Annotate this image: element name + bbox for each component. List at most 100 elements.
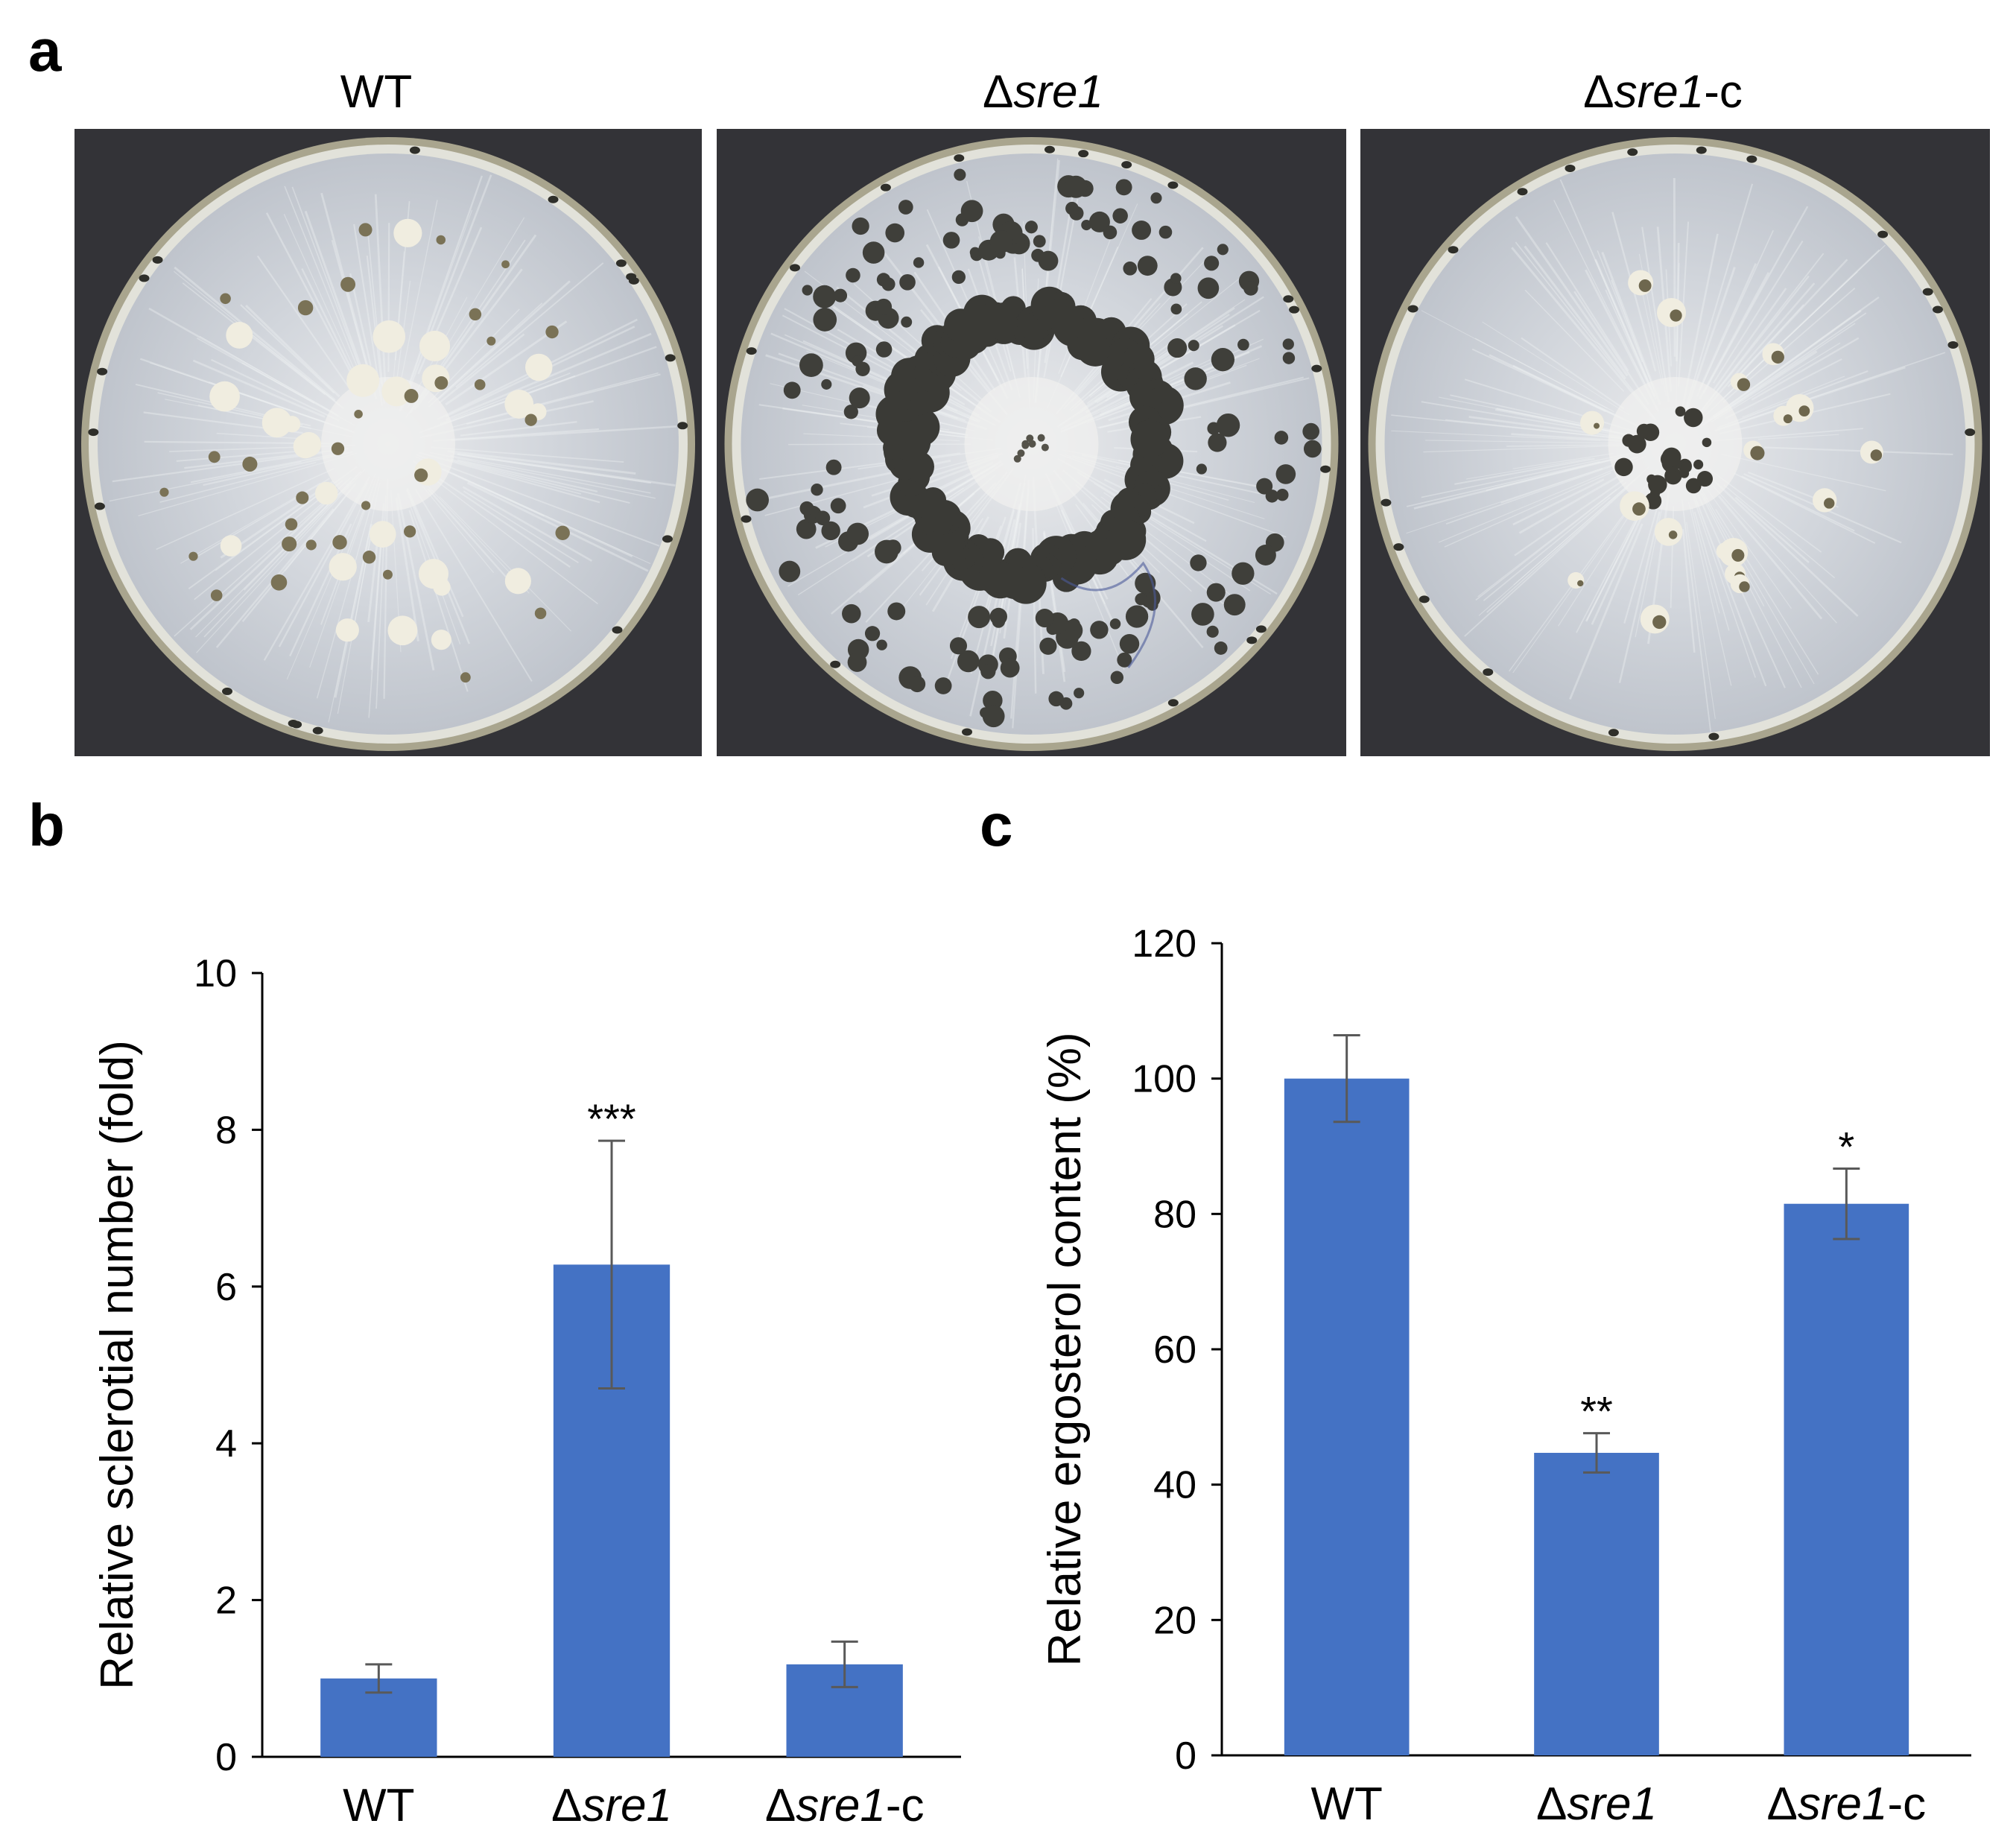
sclerotium (813, 285, 837, 308)
y-tick-label: 6 (215, 1266, 237, 1309)
sclerotium (404, 389, 419, 403)
sclerotium (387, 615, 418, 646)
sclerotium (1206, 583, 1226, 602)
sclerotium (335, 618, 359, 642)
sclerotium (434, 376, 448, 390)
sclerotium (381, 376, 412, 407)
plate-photo-complement (1360, 129, 1990, 756)
sclerotium (1110, 671, 1124, 684)
sclerotium (833, 288, 848, 302)
sclerotium (419, 330, 451, 362)
sclerotium (982, 705, 1005, 728)
sclerotium (331, 442, 345, 455)
sclerotium (887, 602, 906, 621)
sclerotium (296, 491, 309, 504)
sclerotium (1090, 621, 1109, 639)
sclerotium (876, 639, 887, 650)
sclerotium (1103, 225, 1118, 240)
plate-photo-mutant (717, 129, 1346, 756)
sclerotium (474, 379, 486, 390)
sclerotium (1282, 352, 1296, 364)
sclerotium (899, 273, 916, 291)
sclerotium (1158, 225, 1173, 239)
sclerotium (1038, 250, 1059, 271)
sclerotium (1636, 423, 1652, 439)
sclerotium (1256, 478, 1273, 495)
sclerotium (821, 378, 832, 390)
plate-label-complement: Δsre1-c (1583, 66, 1743, 118)
sclerotium (209, 381, 240, 412)
sclerotium (1188, 340, 1199, 352)
sclerotium (980, 664, 996, 679)
sclerotium (1302, 422, 1320, 440)
sclerotium (373, 320, 406, 353)
sclerotium (1627, 434, 1646, 454)
sclerotium (1065, 175, 1088, 198)
sclerotium (846, 522, 869, 545)
sclerotium (555, 525, 570, 541)
sclerotium (855, 361, 870, 376)
sclerotium (862, 241, 885, 264)
sclerotium (1039, 637, 1057, 655)
sclerotium (362, 551, 376, 564)
sclerotium (951, 270, 966, 285)
sclerotium (354, 410, 363, 419)
sclerotium (901, 316, 913, 328)
sclerotium (811, 484, 823, 496)
x-tick-label: Δsre1 (1536, 1778, 1657, 1830)
sclerotium (746, 488, 769, 512)
sclerotium (1112, 208, 1128, 224)
sclerotium (1282, 338, 1294, 350)
plate-label-mutant: Δsre1 (982, 66, 1104, 118)
sclerotium (983, 690, 1003, 711)
sclerotium (1577, 580, 1584, 587)
sclerotium (1037, 434, 1045, 442)
sclerotium (875, 341, 893, 358)
sclerotium (436, 235, 446, 245)
sclerotium (1255, 545, 1276, 565)
sclerotium (1028, 440, 1036, 448)
sclerotium (1702, 437, 1712, 448)
sclerotium (1068, 618, 1080, 631)
sclerotium (1580, 411, 1605, 435)
sclerotium (284, 416, 301, 433)
sclerotium (524, 414, 537, 426)
sclerotium (460, 672, 471, 683)
sclerotium (954, 168, 966, 181)
sclerotium (957, 650, 980, 673)
sclerotium (545, 325, 559, 339)
sclerotium (159, 487, 169, 497)
sclerotium (1276, 488, 1289, 501)
sclerotium (1071, 641, 1091, 662)
sclerotium (852, 217, 869, 235)
sclerotium (864, 626, 881, 641)
sclerotium (847, 653, 867, 672)
sclerotium (969, 247, 980, 258)
sclerotium (1074, 688, 1085, 699)
sclerotium (796, 519, 817, 539)
sclerotium (1739, 581, 1750, 592)
sclerotium (1681, 461, 1692, 473)
sclerotium (875, 539, 898, 564)
y-tick-label: 100 (1132, 1058, 1196, 1101)
x-tick-label: Δsre1-c (1766, 1778, 1926, 1830)
sclerotium (1088, 211, 1110, 232)
sclerotium (358, 223, 373, 237)
sclerotium (504, 389, 534, 419)
sclerotium (913, 257, 925, 268)
sclerotium (1654, 518, 1683, 546)
sclerotium (1750, 446, 1765, 460)
sclerotium (783, 381, 801, 399)
sclerotium (1021, 441, 1030, 449)
x-tick-label: WT (1310, 1778, 1382, 1830)
sclerotium (433, 578, 451, 596)
sclerotium (1217, 244, 1229, 256)
sclerotium (802, 285, 813, 296)
sclerotium (1170, 303, 1182, 315)
sclerotium (1223, 594, 1246, 616)
sclerotium (1652, 615, 1667, 630)
plate-photo-wt (75, 129, 702, 756)
sclerotium (340, 276, 356, 292)
sclerotium (1675, 406, 1686, 417)
sclerotium (1013, 454, 1021, 463)
